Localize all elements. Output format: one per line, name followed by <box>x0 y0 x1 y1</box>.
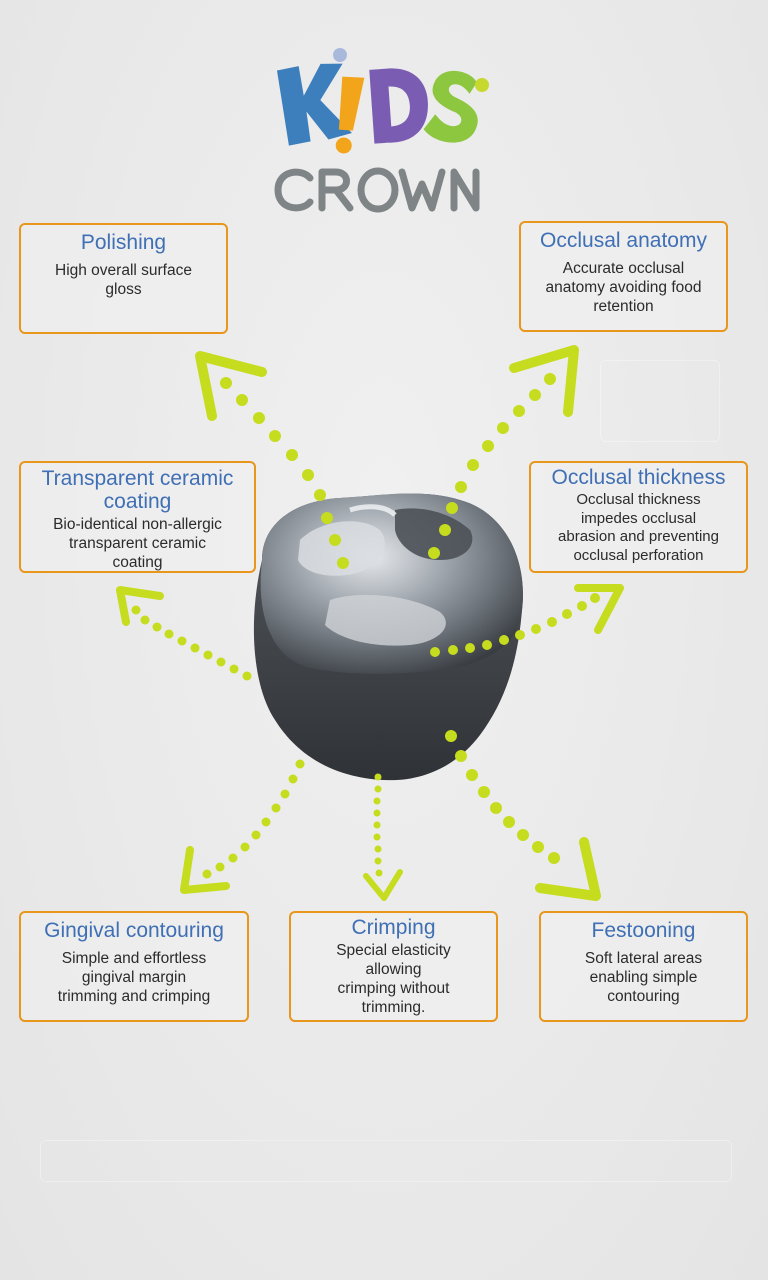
arrow-occlusal-thickness <box>430 584 624 657</box>
card-description: Soft lateral areas enabling simple conto… <box>584 950 703 1005</box>
arrow-occlusal-anatomy <box>428 345 579 559</box>
card-transparent-ceramic-coating: Transparent ceramic coating Bio-identica… <box>19 461 256 573</box>
card-occlusal-anatomy: Occlusal anatomy Accurate occlusal anato… <box>519 221 728 332</box>
arrow-crimping <box>363 773 403 901</box>
logo-letter-s <box>423 70 478 143</box>
logo-letter-i <box>335 76 365 154</box>
kids-lettering <box>276 48 489 154</box>
logo-dot-green <box>475 78 489 92</box>
card-description: Special elasticity allowing crimping wit… <box>336 942 451 1016</box>
logo-dot-blue <box>333 48 347 62</box>
arrows <box>116 345 624 901</box>
logo-letter-k <box>276 63 352 146</box>
background-panel <box>600 360 720 442</box>
crown-lettering <box>274 167 480 213</box>
background-panel <box>40 1140 732 1182</box>
card-title: Festooning <box>591 919 696 942</box>
card-occlusal-thickness: Occlusal thickness Occlusal thickness im… <box>529 461 748 573</box>
card-description: High overall surface gloss <box>55 262 192 298</box>
card-polishing: Polishing High overall surface gloss <box>19 223 228 334</box>
card-title: Transparent ceramic coating <box>41 467 234 513</box>
card-title: Gingival contouring <box>44 919 224 942</box>
arrow-festooning <box>445 730 601 901</box>
card-title: Occlusal thickness <box>551 466 726 489</box>
card-title: Crimping <box>351 916 436 939</box>
kids-crown-logo <box>274 48 489 213</box>
card-crimping: Crimping Special elasticity allowing cri… <box>289 911 498 1022</box>
card-title: Occlusal anatomy <box>540 229 707 252</box>
card-description: Bio-identical non-allergic transparent c… <box>53 516 222 571</box>
arrow-polishing <box>195 351 349 569</box>
arrow-gingival-contouring <box>180 759 305 894</box>
card-festooning: Festooning Soft lateral areas enabling s… <box>539 911 748 1022</box>
logo-letter-d <box>369 68 428 144</box>
card-title: Polishing <box>80 231 167 254</box>
card-description: Accurate occlusal anatomy avoiding food … <box>545 260 702 315</box>
card-description: Simple and effortless gingival margin tr… <box>57 950 211 1005</box>
card-gingival-contouring: Gingival contouring Simple and effortles… <box>19 911 249 1022</box>
steel-crown-image <box>253 493 523 781</box>
card-description: Occlusal thickness impedes occlusal abra… <box>558 491 719 564</box>
arrow-transparent-coating <box>116 586 252 681</box>
